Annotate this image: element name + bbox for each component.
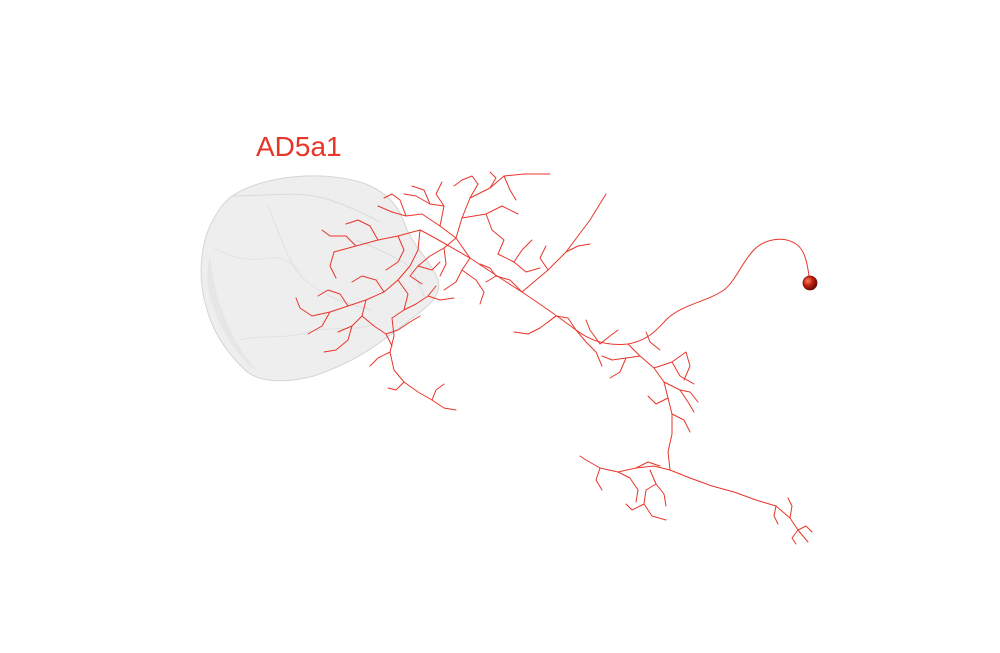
branch <box>469 173 551 199</box>
branch <box>317 289 349 307</box>
branch <box>453 175 479 187</box>
branch <box>647 395 669 405</box>
branch <box>345 219 379 241</box>
branch <box>627 343 673 471</box>
branch <box>669 469 809 543</box>
branch <box>443 257 471 291</box>
branch <box>369 351 391 367</box>
branch <box>497 253 541 273</box>
branch <box>653 351 691 381</box>
branch <box>585 319 601 345</box>
branch <box>417 237 457 267</box>
branch <box>431 383 445 401</box>
branch <box>485 213 505 255</box>
branch <box>521 193 607 293</box>
branch <box>671 413 691 433</box>
soma-sphere <box>802 275 818 291</box>
branch <box>403 285 437 311</box>
branch <box>389 317 457 411</box>
branch <box>417 261 441 271</box>
branch <box>329 251 337 279</box>
branch <box>489 171 497 189</box>
branch <box>579 455 671 473</box>
branch <box>513 315 557 335</box>
branch <box>565 243 591 253</box>
branch <box>403 193 445 207</box>
neuropil-facet-right <box>355 239 425 297</box>
branch <box>663 381 695 413</box>
neuropil-facet-upper <box>231 193 381 223</box>
neuropil-facet-inner <box>267 205 373 311</box>
branch <box>383 193 407 217</box>
branch <box>575 329 603 367</box>
branch <box>307 311 331 335</box>
branch <box>455 183 479 239</box>
branch <box>461 205 519 219</box>
branch <box>539 245 549 271</box>
branch <box>323 325 353 353</box>
branch <box>649 469 667 507</box>
branch <box>391 279 409 319</box>
branch <box>295 297 313 317</box>
branch <box>773 505 779 525</box>
branch <box>485 275 523 293</box>
branch <box>351 275 385 293</box>
branch <box>321 229 357 247</box>
branch <box>337 299 367 333</box>
branch <box>385 315 421 335</box>
branch <box>791 529 799 545</box>
branch <box>421 213 471 259</box>
branch <box>479 263 497 277</box>
neuropil-facet-lower <box>239 323 377 341</box>
branch <box>609 357 627 379</box>
branch <box>377 205 423 217</box>
neuropil-mesh <box>200 175 440 382</box>
branch <box>503 175 517 201</box>
neuron-skeleton <box>295 171 813 545</box>
branch <box>361 315 393 347</box>
branch <box>439 247 447 277</box>
neuropil-facet-left <box>213 247 301 273</box>
branch <box>513 239 533 263</box>
branch <box>635 461 661 469</box>
branch <box>411 185 431 205</box>
primary-neurite <box>419 229 811 345</box>
branch <box>435 181 445 227</box>
branch <box>599 329 619 345</box>
branch <box>461 269 485 305</box>
branch <box>387 381 405 391</box>
branch <box>671 361 695 385</box>
neuron-label: AD5a1 <box>256 131 342 162</box>
branch <box>595 467 603 491</box>
branch <box>643 483 667 521</box>
branch <box>797 525 813 533</box>
branch <box>645 331 661 351</box>
branch <box>427 295 455 301</box>
branch <box>409 265 423 285</box>
branch <box>385 235 405 271</box>
branch <box>547 315 577 331</box>
branch <box>625 503 645 511</box>
branch <box>617 471 639 503</box>
neuropil-shade <box>207 256 258 372</box>
branch <box>679 389 699 403</box>
branch <box>601 355 641 361</box>
branch <box>787 497 793 519</box>
